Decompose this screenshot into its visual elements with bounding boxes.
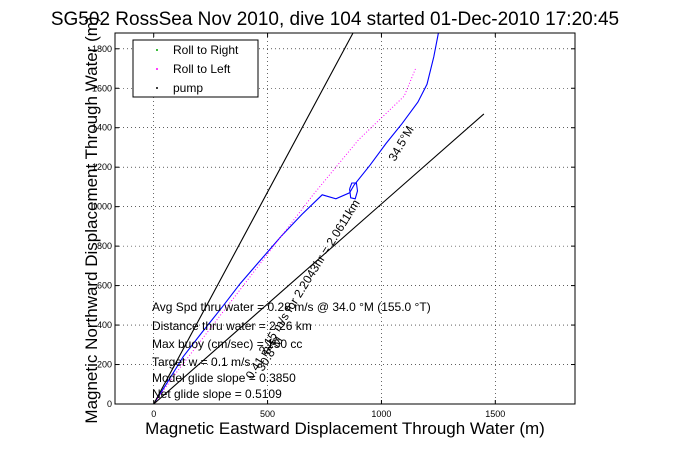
stat-net-slope: Net glide slope = 0.5109 <box>152 387 282 401</box>
series-line-4 <box>153 113 485 404</box>
legend-label: Roll to Right <box>173 43 239 57</box>
x-tick-label: 0 <box>151 409 156 419</box>
legend-marker <box>156 87 158 89</box>
legend-items: Roll to Right Roll to Left pump <box>156 43 239 95</box>
y-tick-label: 400 <box>97 320 112 330</box>
y-tick-label: 1400 <box>92 123 112 133</box>
stat-avg-speed: Avg Spd thru water = 0.28 m/s @ 34.0 °M … <box>152 300 431 314</box>
x-axis-label: Magnetic Eastward Displacement Through W… <box>145 419 545 438</box>
heading-label: 34.5°M <box>385 123 416 163</box>
y-tick-label: 1600 <box>92 83 112 93</box>
legend-marker <box>156 68 158 70</box>
chart-title: SG502 RossSea Nov 2010, dive 104 started… <box>51 9 619 30</box>
y-tick-label: 0 <box>107 399 112 409</box>
legend-label: pump <box>173 81 203 95</box>
stats-block: Avg Spd thru water = 0.28 m/s @ 34.0 °M … <box>152 300 431 401</box>
stat-model-slope: Model glide slope = 0.3850 <box>152 371 296 385</box>
legend-box <box>132 39 259 98</box>
y-axis-label: Magnetic Northward Displacement Through … <box>82 16 101 423</box>
x-tick-label: 1000 <box>371 409 391 419</box>
y-tick-label: 1000 <box>92 202 112 212</box>
legend-label: Roll to Left <box>173 62 231 76</box>
plot-frame <box>114 32 576 405</box>
y-tick-label: 600 <box>97 281 112 291</box>
stat-distance: Distance thru water = 2.26 km <box>152 319 312 333</box>
stat-max-buoy: Max buoy (cm/sec) = 150 cc <box>152 337 302 351</box>
series-line-2 <box>349 182 359 200</box>
x-tick-label: 1500 <box>485 409 505 419</box>
series-group <box>153 33 485 404</box>
legend-marker <box>156 49 158 51</box>
y-tick-label: 800 <box>97 241 112 251</box>
y-tick-label: 1200 <box>92 162 112 172</box>
series-line-0 <box>153 33 439 404</box>
ticks: 0 500 1000 1500 0 200 400 600 800 1000 1200 1400 160… <box>92 33 575 419</box>
series-line-1 <box>153 68 417 404</box>
x-tick-label: 500 <box>260 409 275 419</box>
legend: Roll to Right Roll to Left pump <box>132 39 259 98</box>
y-tick-label: 1800 <box>92 44 112 54</box>
stat-target-w: Target w = 0.1 m/s <box>152 355 250 369</box>
y-tick-label: 200 <box>97 360 112 370</box>
series-line-3 <box>153 33 354 404</box>
